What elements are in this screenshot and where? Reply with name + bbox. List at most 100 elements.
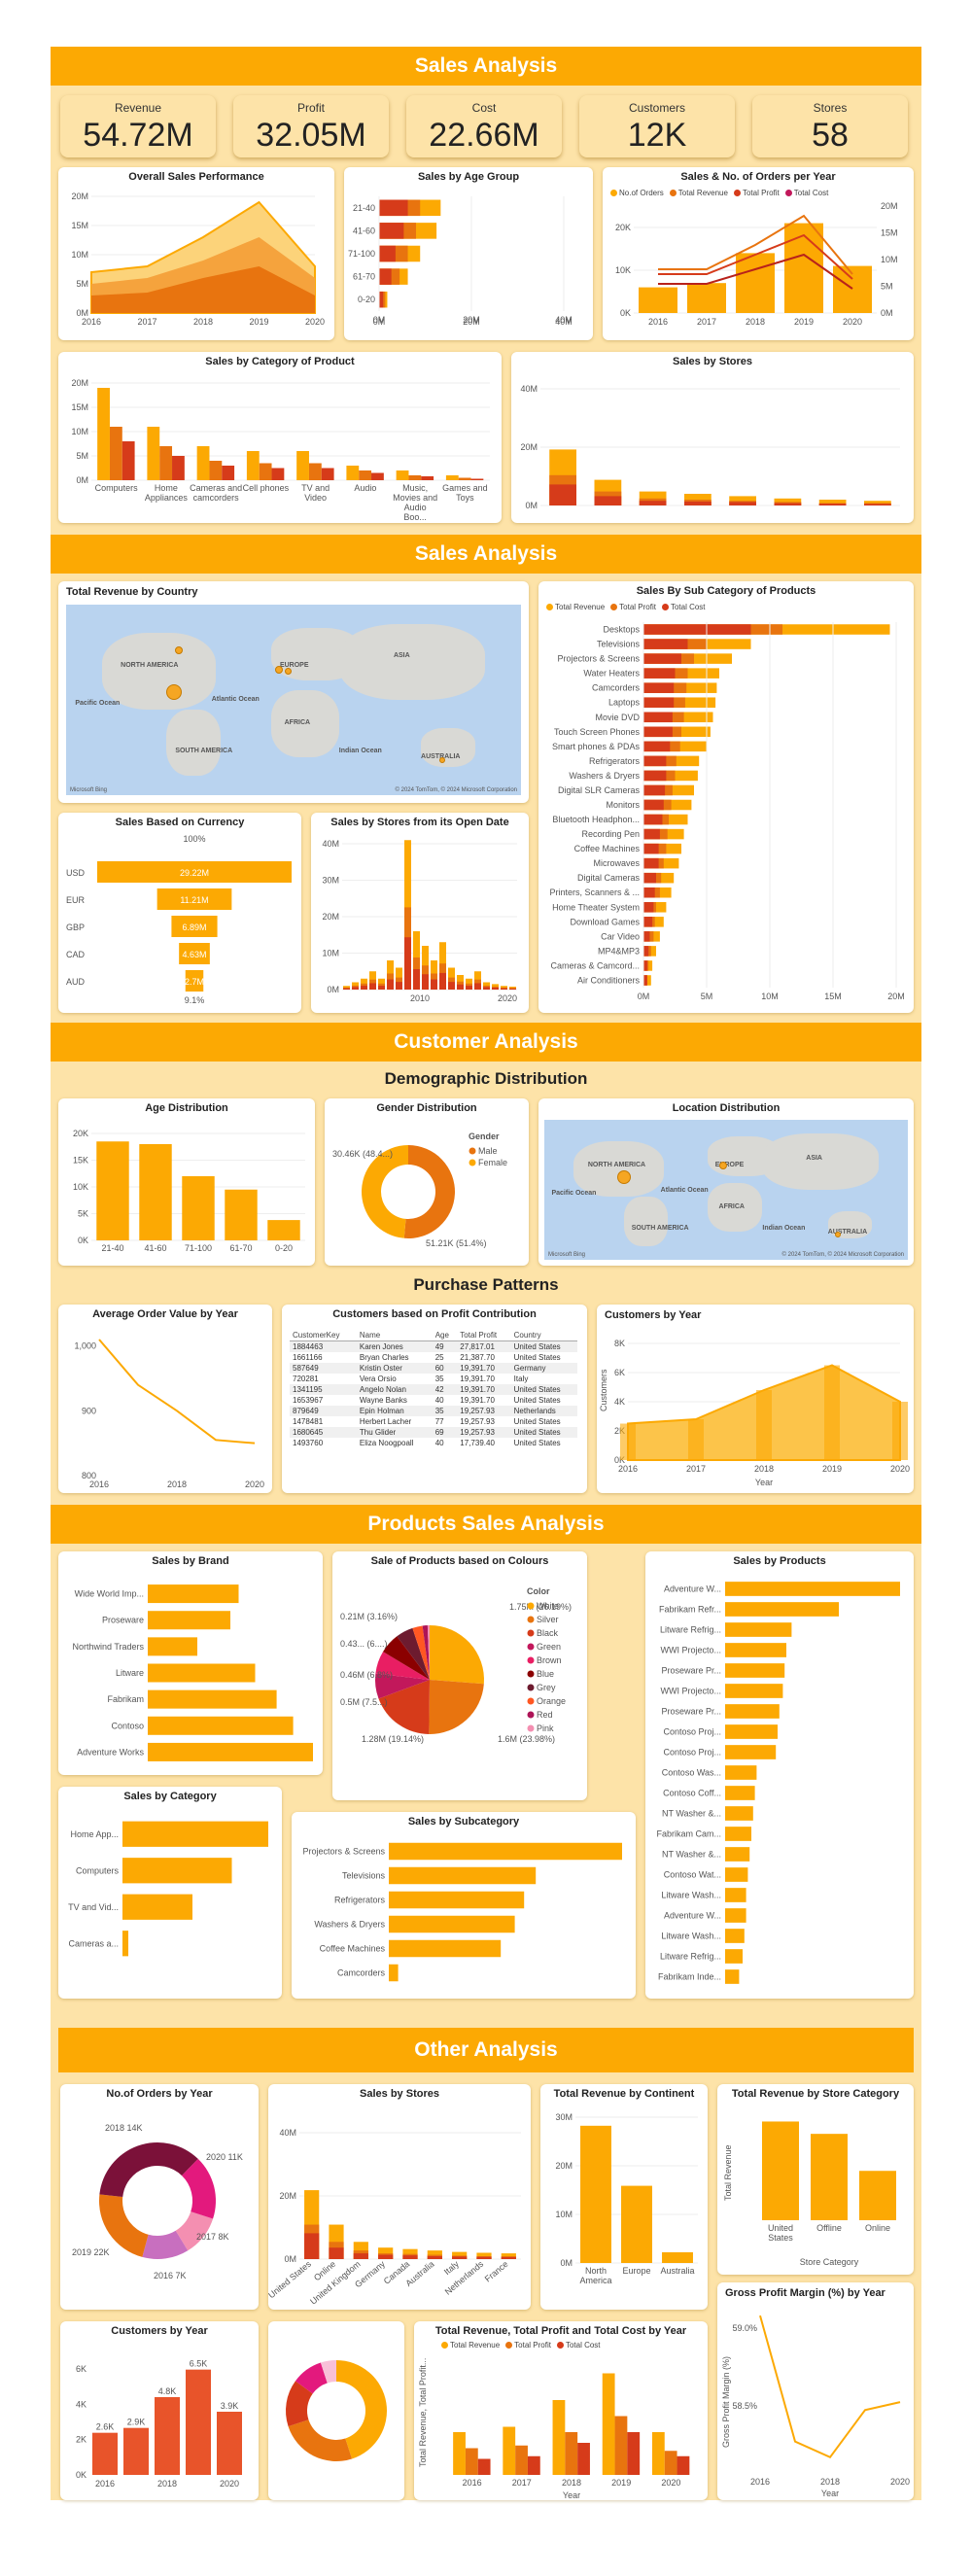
legend-item[interactable]: Total Cost [661, 603, 706, 611]
kpi-value: 32.05M [256, 117, 366, 154]
bar [643, 917, 653, 927]
revenue-bubble[interactable] [616, 1169, 631, 1184]
bar [402, 2255, 418, 2259]
x-tick: 2020 [661, 2478, 680, 2488]
x-tick: 40M [555, 317, 573, 327]
bar [359, 470, 372, 480]
country-card[interactable]: Total Revenue by Country NORTH AMERICA EUR… [58, 581, 529, 803]
products-card[interactable]: Sales by Products Adventure W... Fabrikam … [645, 1551, 914, 1999]
overall-sales-card[interactable]: Overall Sales Performance 0M 5M 10M 15M 20M 20… [58, 167, 334, 340]
slice [403, 1145, 455, 1238]
legend-label: Total Cost [565, 2341, 601, 2350]
legend-item[interactable]: Total Revenue [441, 2341, 500, 2350]
stores2-card[interactable]: Sales by Stores 0M 20M 40M United States Onli… [268, 2084, 531, 2310]
legend-item[interactable]: Total Profit [610, 603, 656, 611]
legend-dot [610, 604, 618, 611]
kpi-value: 22.66M [429, 117, 539, 154]
legend-item[interactable]: Total Cost [556, 2341, 601, 2350]
x-tick: 2017 [697, 317, 716, 327]
age-group-card[interactable]: Sales by Age Group 21-40 41-60 71-100 61-70 0… [344, 167, 593, 340]
bar [515, 2445, 528, 2475]
rpc-year-card[interactable]: Total Revenue, Total Profit and Total Co… [414, 2321, 708, 2500]
table-cell: United States [510, 1427, 577, 1438]
table-row[interactable]: 1478481 Herbert Lacher 77 19,257.93 United S… [290, 1416, 577, 1427]
legend-label: No.of Orders [619, 189, 664, 197]
table-row[interactable]: 1341195 Angelo Nolan 42 19,391.70 United Sta… [290, 1384, 577, 1395]
stores-card[interactable]: Sales by Stores 0M 20M 40M [511, 352, 914, 523]
revenue-bubble[interactable] [835, 1232, 842, 1238]
world-map[interactable]: NORTH AMERICA EUROPE ASIA AFRICA SOUTH AMERI… [544, 1120, 908, 1260]
brand-card[interactable]: Sales by Brand Wide World Imp... Proseware… [58, 1551, 323, 1775]
bar [811, 2134, 848, 2220]
column-header[interactable]: Name [356, 1330, 433, 1341]
gender-card[interactable]: Gender Distribution 30.46K (48.4...) 51.21… [325, 1098, 529, 1266]
bar [509, 988, 516, 990]
store-cat-card[interactable]: Total Revenue by Store Category United Sta… [717, 2084, 914, 2275]
location-card[interactable]: Location Distribution NORTH AMERICA EUROPE… [538, 1098, 914, 1266]
y-tick: 10K [615, 265, 631, 275]
legend-dot [527, 1656, 535, 1664]
y-tick: Fabrikam Cam... [656, 1829, 721, 1839]
category-card[interactable]: Sales by Category of Product 0M 5M 10M 15M 20… [58, 352, 502, 523]
table-row[interactable]: 587649 Kristin Oster 60 19,391.70 Germany [290, 1363, 577, 1374]
column-header[interactable]: Country [510, 1330, 577, 1341]
customers-table[interactable]: CustomerKey Name Age Total Profit Country 188… [290, 1330, 577, 1448]
column-header[interactable]: Total Profit [457, 1330, 511, 1341]
gpm-card[interactable]: Gross Profit Margin (%) by Year 59.0% 58.5… [717, 2282, 914, 2500]
y-tick: 2K [614, 1426, 625, 1436]
y-tick: Fabrikam [107, 1694, 144, 1704]
aov-card[interactable]: Average Order Value by Year 800 900 1,000 20… [58, 1305, 272, 1493]
legend-item[interactable]: Total Profit [733, 189, 780, 197]
age-dist-card[interactable]: Age Distribution 0K 5K 10K 15K 20K 21-40 41-60 7… [58, 1098, 315, 1266]
revenue-bubble[interactable] [718, 1162, 727, 1170]
kpi-card: Profit 32.05M [233, 95, 389, 157]
bar [729, 502, 756, 505]
cust-year-card[interactable]: Customers by Year 0K 2K 4K 6K 8K 2016 2017 2018 2… [597, 1305, 914, 1493]
legend-item[interactable]: Total Profit [505, 2341, 551, 2350]
revenue-bubble[interactable] [165, 684, 182, 701]
table-row[interactable]: 1884463 Karen Jones 49 27,817.01 United Stat… [290, 1340, 577, 1352]
bar [501, 2253, 516, 2259]
legend-item[interactable]: Total Revenue [669, 189, 728, 197]
currency-card[interactable]: Sales Based on Currency 100% 29.22M USD 11.2… [58, 813, 301, 1013]
bar [643, 668, 676, 679]
legend-dot [505, 2342, 513, 2350]
column-header[interactable]: Age [432, 1330, 458, 1341]
revenue-bubble[interactable] [175, 646, 184, 655]
colours-card[interactable]: Sale of Products based on Colours 1.75M (… [332, 1551, 587, 1800]
data-label: 1.6M (23.98%) [498, 1734, 555, 1744]
table-cell: Italy [513, 1375, 529, 1383]
legend-item[interactable]: Total Revenue [546, 603, 605, 611]
table-row[interactable]: 1493760 Eliza Noogpoall 40 17,739.40 United … [290, 1438, 577, 1448]
bar [643, 653, 681, 664]
by-category-card[interactable]: Sales by Category Home App... Computers TV … [58, 1787, 282, 1999]
by-subcategory-card[interactable]: Sales by Subcategory Projectors & Screens… [292, 1812, 636, 1999]
donut2-card[interactable] [268, 2321, 404, 2500]
revenue-bubble[interactable] [275, 665, 284, 674]
revenue-bubble[interactable] [438, 756, 445, 763]
table-row[interactable]: 1661166 Bryan Charles 25 21,387.70 United St… [290, 1352, 577, 1363]
legend-item[interactable]: Total Cost [784, 189, 828, 197]
x-tick: 2019 [822, 1464, 842, 1474]
data-label: 29.22M [180, 868, 209, 878]
kpi-label: Customers [628, 101, 685, 115]
open-date-card[interactable]: Sales by Stores from its Open Date 0M 10M 2… [311, 813, 529, 1013]
subcat-card[interactable]: Sales By Sub Category of Products Total R… [538, 581, 914, 1013]
map-label-asia: ASIA [393, 652, 410, 659]
continent-card[interactable]: Total Revenue by Continent 0M 10M 20M 30M Nor… [540, 2084, 708, 2310]
orders-by-year-card[interactable]: No.of Orders by Year 2016 7K 2017 8K 2018 1… [60, 2084, 259, 2310]
y-tick: Digital Cameras [577, 873, 641, 883]
legend-item[interactable]: No.of Orders [610, 189, 664, 197]
world-map[interactable]: NORTH AMERICA EUROPE ASIA AFRICA SOUTH AMERI… [66, 605, 521, 795]
column-header[interactable]: CustomerKey [290, 1330, 357, 1341]
table-row[interactable]: 1653967 Wayne Banks 40 19,391.70 United Stat… [290, 1395, 577, 1406]
bar [427, 2256, 442, 2259]
table-row[interactable]: 1680645 Thu Glider 69 19,257.93 United State… [290, 1427, 577, 1438]
profit-contrib-card[interactable]: Customers based on Profit Contribution Cu… [282, 1305, 587, 1493]
table-row[interactable]: 879649 Epin Holman 35 19,257.93 Netherlands [290, 1406, 577, 1416]
cust-year2-card[interactable]: Customers by Year 0K 2K 4K 6K 2.6K 2.9K 4.8K 6.5… [60, 2321, 259, 2500]
table-row[interactable]: 720281 Vera Orsio 35 19,391.70 Italy [290, 1374, 577, 1384]
orders-year-card[interactable]: Sales & No. of Orders per Year No.of Orde… [603, 167, 914, 340]
overall-title: Overall Sales Performance [128, 171, 264, 183]
revenue-bubble[interactable] [284, 667, 292, 675]
